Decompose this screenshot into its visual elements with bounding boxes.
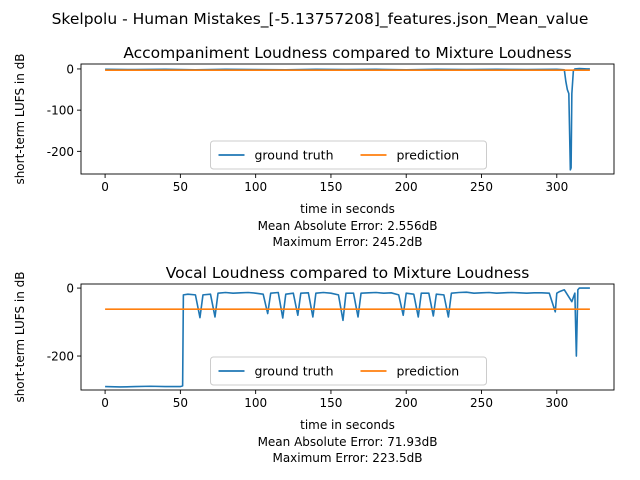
- x-tick-label: 300: [545, 396, 568, 410]
- legend-box: [210, 140, 487, 170]
- x-tick-label: 150: [319, 180, 342, 194]
- series-line-ground-truth: [105, 287, 590, 388]
- x-tick-label: 150: [319, 396, 342, 410]
- x-tick-label: 0: [101, 180, 109, 194]
- axes-frame: [80, 63, 615, 175]
- suptitle: Skelpolu - Human Mistakes_[-5.13757208]_…: [52, 10, 589, 29]
- y-axis-label: short-term LUFS in dB: [13, 271, 27, 402]
- accompaniment-chart: Accompaniment Loudness compared to Mixtu…: [13, 44, 615, 249]
- legend-label: prediction: [397, 364, 460, 379]
- vocal-chart: Vocal Loudness compared to Mixture Loudn…: [13, 264, 615, 465]
- error-stat: Maximum Error: 223.5dB: [272, 451, 422, 465]
- x-tick-label: 200: [395, 180, 418, 194]
- y-tick-label: 0: [66, 62, 74, 76]
- x-tick-label: 200: [395, 396, 418, 410]
- chart-title: Vocal Loudness compared to Mixture Loudn…: [166, 264, 530, 282]
- x-axis-label: time in seconds: [300, 418, 395, 432]
- x-axis-label: time in seconds: [300, 202, 395, 216]
- y-tick-label: 0: [66, 282, 74, 296]
- y-tick-label: -200: [47, 350, 74, 364]
- x-tick-label: 250: [470, 396, 493, 410]
- legend-label: ground truth: [255, 148, 334, 163]
- x-tick-label: 50: [173, 396, 188, 410]
- x-tick-label: 300: [545, 180, 568, 194]
- error-stat: Mean Absolute Error: 2.556dB: [258, 219, 438, 233]
- x-tick-label: 100: [244, 180, 267, 194]
- legend-label: ground truth: [255, 364, 334, 379]
- x-tick-label: 250: [470, 180, 493, 194]
- x-tick-label: 100: [244, 396, 267, 410]
- axes-frame: [80, 283, 615, 391]
- y-tick-label: -200: [47, 145, 74, 159]
- chart-title: Accompaniment Loudness compared to Mixtu…: [123, 44, 571, 62]
- y-axis-label: short-term LUFS in dB: [13, 53, 27, 184]
- x-tick-label: 0: [101, 396, 109, 410]
- legend-box: [210, 356, 487, 386]
- error-stat: Maximum Error: 245.2dB: [272, 235, 422, 249]
- x-tick-label: 50: [173, 180, 188, 194]
- y-tick-label: -100: [47, 104, 74, 118]
- error-stat: Mean Absolute Error: 71.93dB: [258, 435, 438, 449]
- legend-label: prediction: [397, 148, 460, 163]
